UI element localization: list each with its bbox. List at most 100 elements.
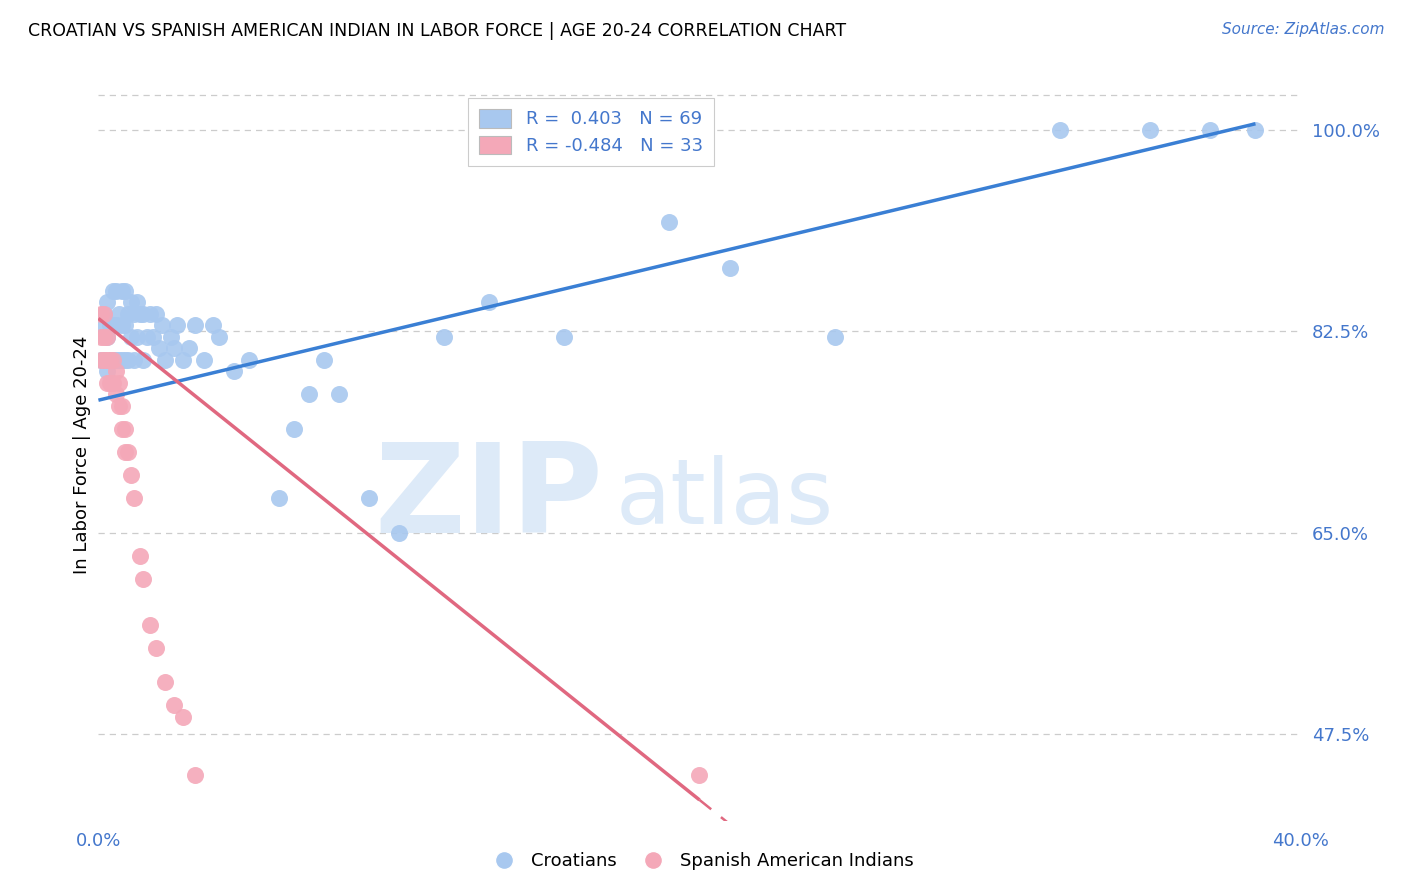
Point <box>105 352 128 367</box>
Point <box>114 445 136 459</box>
Point <box>1049 122 1071 136</box>
Point <box>114 318 136 333</box>
Text: CROATIAN VS SPANISH AMERICAN INDIAN IN LABOR FORCE | AGE 20-24 CORRELATION CHART: CROATIAN VS SPANISH AMERICAN INDIAN IN L… <box>28 22 846 40</box>
Point <box>688 767 710 781</box>
Legend: Croatians, Spanish American Indians: Croatians, Spanish American Indians <box>478 845 921 878</box>
Point <box>93 307 115 321</box>
Point <box>183 767 205 781</box>
Point <box>150 318 173 333</box>
Point <box>103 352 125 367</box>
Point <box>114 422 136 436</box>
Point <box>111 318 134 333</box>
Point <box>93 307 115 321</box>
Point <box>93 330 115 344</box>
Point <box>132 352 155 367</box>
Point <box>145 307 167 321</box>
Point <box>129 549 152 563</box>
Point <box>208 330 231 344</box>
Point <box>153 675 176 690</box>
Point <box>105 318 128 333</box>
Point <box>388 525 411 540</box>
Point <box>100 376 122 390</box>
Point <box>108 376 131 390</box>
Point <box>138 617 160 632</box>
Point <box>328 387 350 401</box>
Point <box>141 330 163 344</box>
Point <box>1199 122 1222 136</box>
Point <box>159 330 181 344</box>
Point <box>553 330 575 344</box>
Point <box>96 330 118 344</box>
Point <box>183 318 205 333</box>
Point <box>129 307 152 321</box>
Point <box>90 352 112 367</box>
Point <box>100 352 122 367</box>
Point <box>96 295 118 310</box>
Point <box>114 284 136 298</box>
Point <box>96 352 118 367</box>
Point <box>201 318 224 333</box>
Y-axis label: In Labor Force | Age 20-24: In Labor Force | Age 20-24 <box>73 335 91 574</box>
Point <box>121 295 143 310</box>
Point <box>121 468 143 483</box>
Point <box>90 318 112 333</box>
Point <box>96 330 118 344</box>
Point <box>117 352 139 367</box>
Point <box>127 330 149 344</box>
Point <box>238 352 260 367</box>
Point <box>148 342 170 356</box>
Point <box>127 295 149 310</box>
Point <box>111 284 134 298</box>
Point <box>103 352 125 367</box>
Point <box>90 352 112 367</box>
Point <box>111 399 134 413</box>
Point <box>135 330 157 344</box>
Point <box>172 710 194 724</box>
Point <box>103 376 125 390</box>
Point <box>105 364 128 378</box>
Point <box>90 307 112 321</box>
Point <box>108 352 131 367</box>
Point <box>105 387 128 401</box>
Point <box>114 352 136 367</box>
Point <box>718 260 741 275</box>
Point <box>193 352 215 367</box>
Point <box>267 491 290 505</box>
Point <box>117 445 139 459</box>
Point <box>103 318 125 333</box>
Point <box>93 352 115 367</box>
Point <box>478 295 501 310</box>
Point <box>93 352 115 367</box>
Point <box>145 640 167 655</box>
Point <box>172 352 194 367</box>
Point <box>177 342 200 356</box>
Point <box>121 330 143 344</box>
Point <box>138 307 160 321</box>
Text: atlas: atlas <box>616 455 834 543</box>
Point <box>111 352 134 367</box>
Point <box>357 491 380 505</box>
Point <box>96 376 118 390</box>
Point <box>153 352 176 367</box>
Point <box>433 330 456 344</box>
Point <box>108 399 131 413</box>
Point <box>222 364 245 378</box>
Point <box>132 307 155 321</box>
Text: Source: ZipAtlas.com: Source: ZipAtlas.com <box>1222 22 1385 37</box>
Point <box>100 318 122 333</box>
Point <box>117 307 139 321</box>
Point <box>166 318 188 333</box>
Point <box>108 307 131 321</box>
Point <box>1139 122 1161 136</box>
Point <box>162 342 184 356</box>
Point <box>658 215 681 229</box>
Point <box>283 422 305 436</box>
Point <box>132 572 155 586</box>
Point <box>124 491 146 505</box>
Point <box>162 698 184 713</box>
Point <box>90 330 112 344</box>
Point <box>100 352 122 367</box>
Text: ZIP: ZIP <box>374 438 603 559</box>
Point <box>103 284 125 298</box>
Point <box>105 284 128 298</box>
